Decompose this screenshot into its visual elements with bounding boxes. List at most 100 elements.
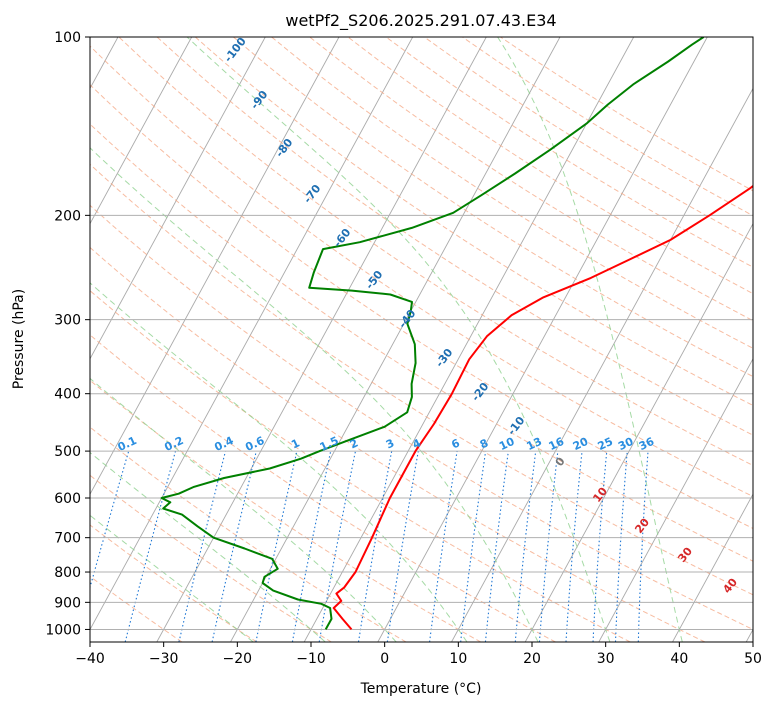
y-tick-label: 400 — [54, 387, 81, 403]
isotherm-line — [156, 37, 487, 642]
y-axis-ticks: 1000 900 800 700 600 500 400 300 200 100 — [45, 30, 90, 638]
isoline-label: 25 — [596, 435, 615, 453]
isoline-label: 30 — [675, 545, 695, 565]
isotherm-lines — [90, 37, 753, 642]
isoline-label: -50 — [363, 268, 386, 292]
y-tick-label: 800 — [54, 565, 81, 581]
dry-adiabat-line — [90, 163, 753, 596]
mixing-ratio-line — [291, 450, 332, 642]
x-tick-label: 0 — [380, 651, 389, 667]
isotherm-line — [90, 37, 414, 631]
moist-adiabat-line — [90, 451, 326, 642]
isoline-label: 36 — [637, 435, 657, 453]
mixing-ratio-line — [460, 451, 487, 642]
isotherm-line — [230, 37, 561, 642]
isoline-label: 10 — [497, 435, 517, 453]
dry-adiabat-line — [90, 290, 631, 642]
dry-adiabat-lines — [90, 37, 753, 642]
moist-adiabat-line — [90, 282, 468, 642]
y-tick-label: 200 — [54, 208, 81, 224]
mixing-ratio-line — [124, 450, 177, 642]
isoline-label: 10 — [590, 485, 610, 505]
mixing-ratio-line — [178, 450, 227, 642]
dry-adiabat-line — [309, 37, 753, 322]
dry-adiabat-line — [462, 37, 753, 217]
dry-adiabat-line — [90, 575, 183, 642]
x-tick-label: −20 — [223, 651, 253, 667]
mixing-ratio-line — [538, 451, 559, 642]
isotherm-line — [377, 37, 708, 642]
y-axis-label: Pressure (hPa) — [11, 289, 27, 389]
dry-adiabat-line — [90, 379, 482, 642]
isoline-label: -70 — [301, 182, 324, 206]
dry-adiabat-line — [271, 37, 753, 349]
x-tick-label: −30 — [149, 651, 179, 667]
mixing-ratio-line — [514, 451, 537, 642]
isoline-label: -90 — [248, 88, 271, 112]
isoline-label: 40 — [720, 576, 740, 596]
mixing-ratio-line — [255, 450, 298, 642]
isoline-label: 3 — [384, 436, 396, 451]
dry-adiabat-line — [118, 37, 753, 467]
mixing-ratio-line — [484, 451, 509, 642]
x-tick-label: 30 — [597, 651, 615, 667]
isotherm-line — [524, 222, 753, 642]
dry-adiabat-line — [156, 37, 753, 436]
dry-adiabat-line — [347, 37, 753, 295]
y-tick-label: 900 — [54, 595, 81, 611]
isoline-label: 16 — [547, 435, 567, 453]
x-axis-ticks: −40 −30 −20 −10 0 10 20 30 40 50 — [75, 642, 762, 667]
mixing-ratio-line — [614, 451, 628, 642]
dry-adiabat-line — [90, 334, 556, 642]
moist-adiabat-line — [90, 377, 397, 642]
dry-adiabat-line — [233, 37, 753, 378]
isotherm-line — [90, 37, 193, 225]
isoline-label: 13 — [525, 435, 544, 453]
dry-adiabat-line — [90, 524, 257, 642]
y-tick-label: 600 — [54, 491, 81, 507]
moist-adiabat-line — [186, 37, 611, 642]
dry-adiabat-line — [90, 474, 332, 642]
isotherm-line — [90, 37, 340, 496]
isoline-label: 6 — [449, 436, 462, 451]
profile-series — [160, 37, 753, 631]
chart-title: wetPf2_S206.2025.291.07.43.E34 — [285, 11, 556, 31]
isoline-label: 20 — [571, 435, 591, 453]
x-tick-label: 20 — [523, 651, 541, 667]
isoline-label: 0 — [553, 455, 568, 469]
mixing-ratio-line — [386, 451, 419, 642]
x-tick-label: −10 — [296, 651, 326, 667]
dewpoint-profile-line — [160, 37, 705, 630]
mixing-ratio-line — [429, 451, 458, 642]
y-tick-label: 700 — [54, 531, 81, 547]
isoline-label: 20 — [632, 516, 652, 536]
temperature-profile-line — [332, 184, 753, 631]
isoline-label: -30 — [433, 346, 456, 370]
mixing-ratio-lines — [90, 450, 649, 642]
mixing-ratio-line — [90, 450, 130, 590]
isoline-label: -80 — [273, 136, 296, 160]
x-tick-label: −40 — [75, 651, 105, 667]
dry-adiabat-line — [90, 204, 753, 630]
plot-frame — [89, 36, 754, 643]
isoline-label: -20 — [469, 380, 492, 404]
dry-adiabat-line — [90, 123, 753, 562]
x-axis-label: Temperature (°C) — [360, 681, 482, 697]
moist-adiabat-line — [497, 37, 683, 642]
x-tick-label: 40 — [670, 651, 688, 667]
y-tick-label: 1000 — [45, 622, 81, 638]
isoline-label: -100 — [222, 35, 249, 65]
isotherm-line — [598, 357, 753, 642]
dry-adiabat-line — [90, 45, 753, 498]
dry-adiabat-line — [500, 37, 753, 192]
dry-adiabat-line — [90, 246, 706, 642]
pressure-gridlines — [90, 37, 753, 630]
moist-adiabat-line — [90, 147, 539, 642]
y-tick-label: 100 — [54, 30, 81, 46]
isoline-label: -40 — [396, 307, 419, 331]
x-tick-label: 10 — [449, 651, 467, 667]
isotherm-line — [745, 628, 753, 642]
isoline-label: 30 — [616, 435, 636, 453]
isotherm-line — [90, 37, 266, 360]
dry-adiabat-line — [90, 426, 407, 642]
